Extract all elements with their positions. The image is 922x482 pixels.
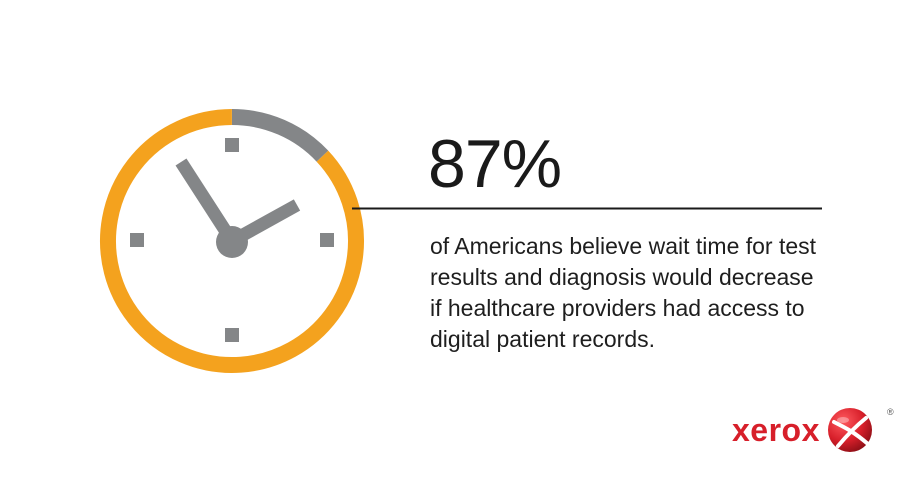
minute-hand bbox=[175, 158, 238, 245]
xerox-ball-icon bbox=[827, 408, 872, 452]
xerox-logo: xerox bbox=[732, 405, 874, 455]
hour-marker-3 bbox=[320, 233, 334, 247]
ring-highlight-arc bbox=[100, 109, 364, 373]
leader-line bbox=[352, 207, 822, 210]
hour-marker-9 bbox=[130, 233, 144, 247]
hour-marker-6 bbox=[225, 328, 239, 342]
logo-wordmark: xerox bbox=[732, 412, 820, 448]
clock-icon bbox=[100, 109, 364, 373]
clock-center-hub bbox=[216, 226, 248, 258]
registered-mark: ® bbox=[887, 407, 894, 417]
stat-description: of Americans believe wait time for test … bbox=[430, 233, 817, 352]
ring-remainder-arc bbox=[231, 109, 329, 162]
stat-percent: 87% bbox=[428, 126, 562, 202]
hour-marker-12 bbox=[225, 138, 239, 152]
